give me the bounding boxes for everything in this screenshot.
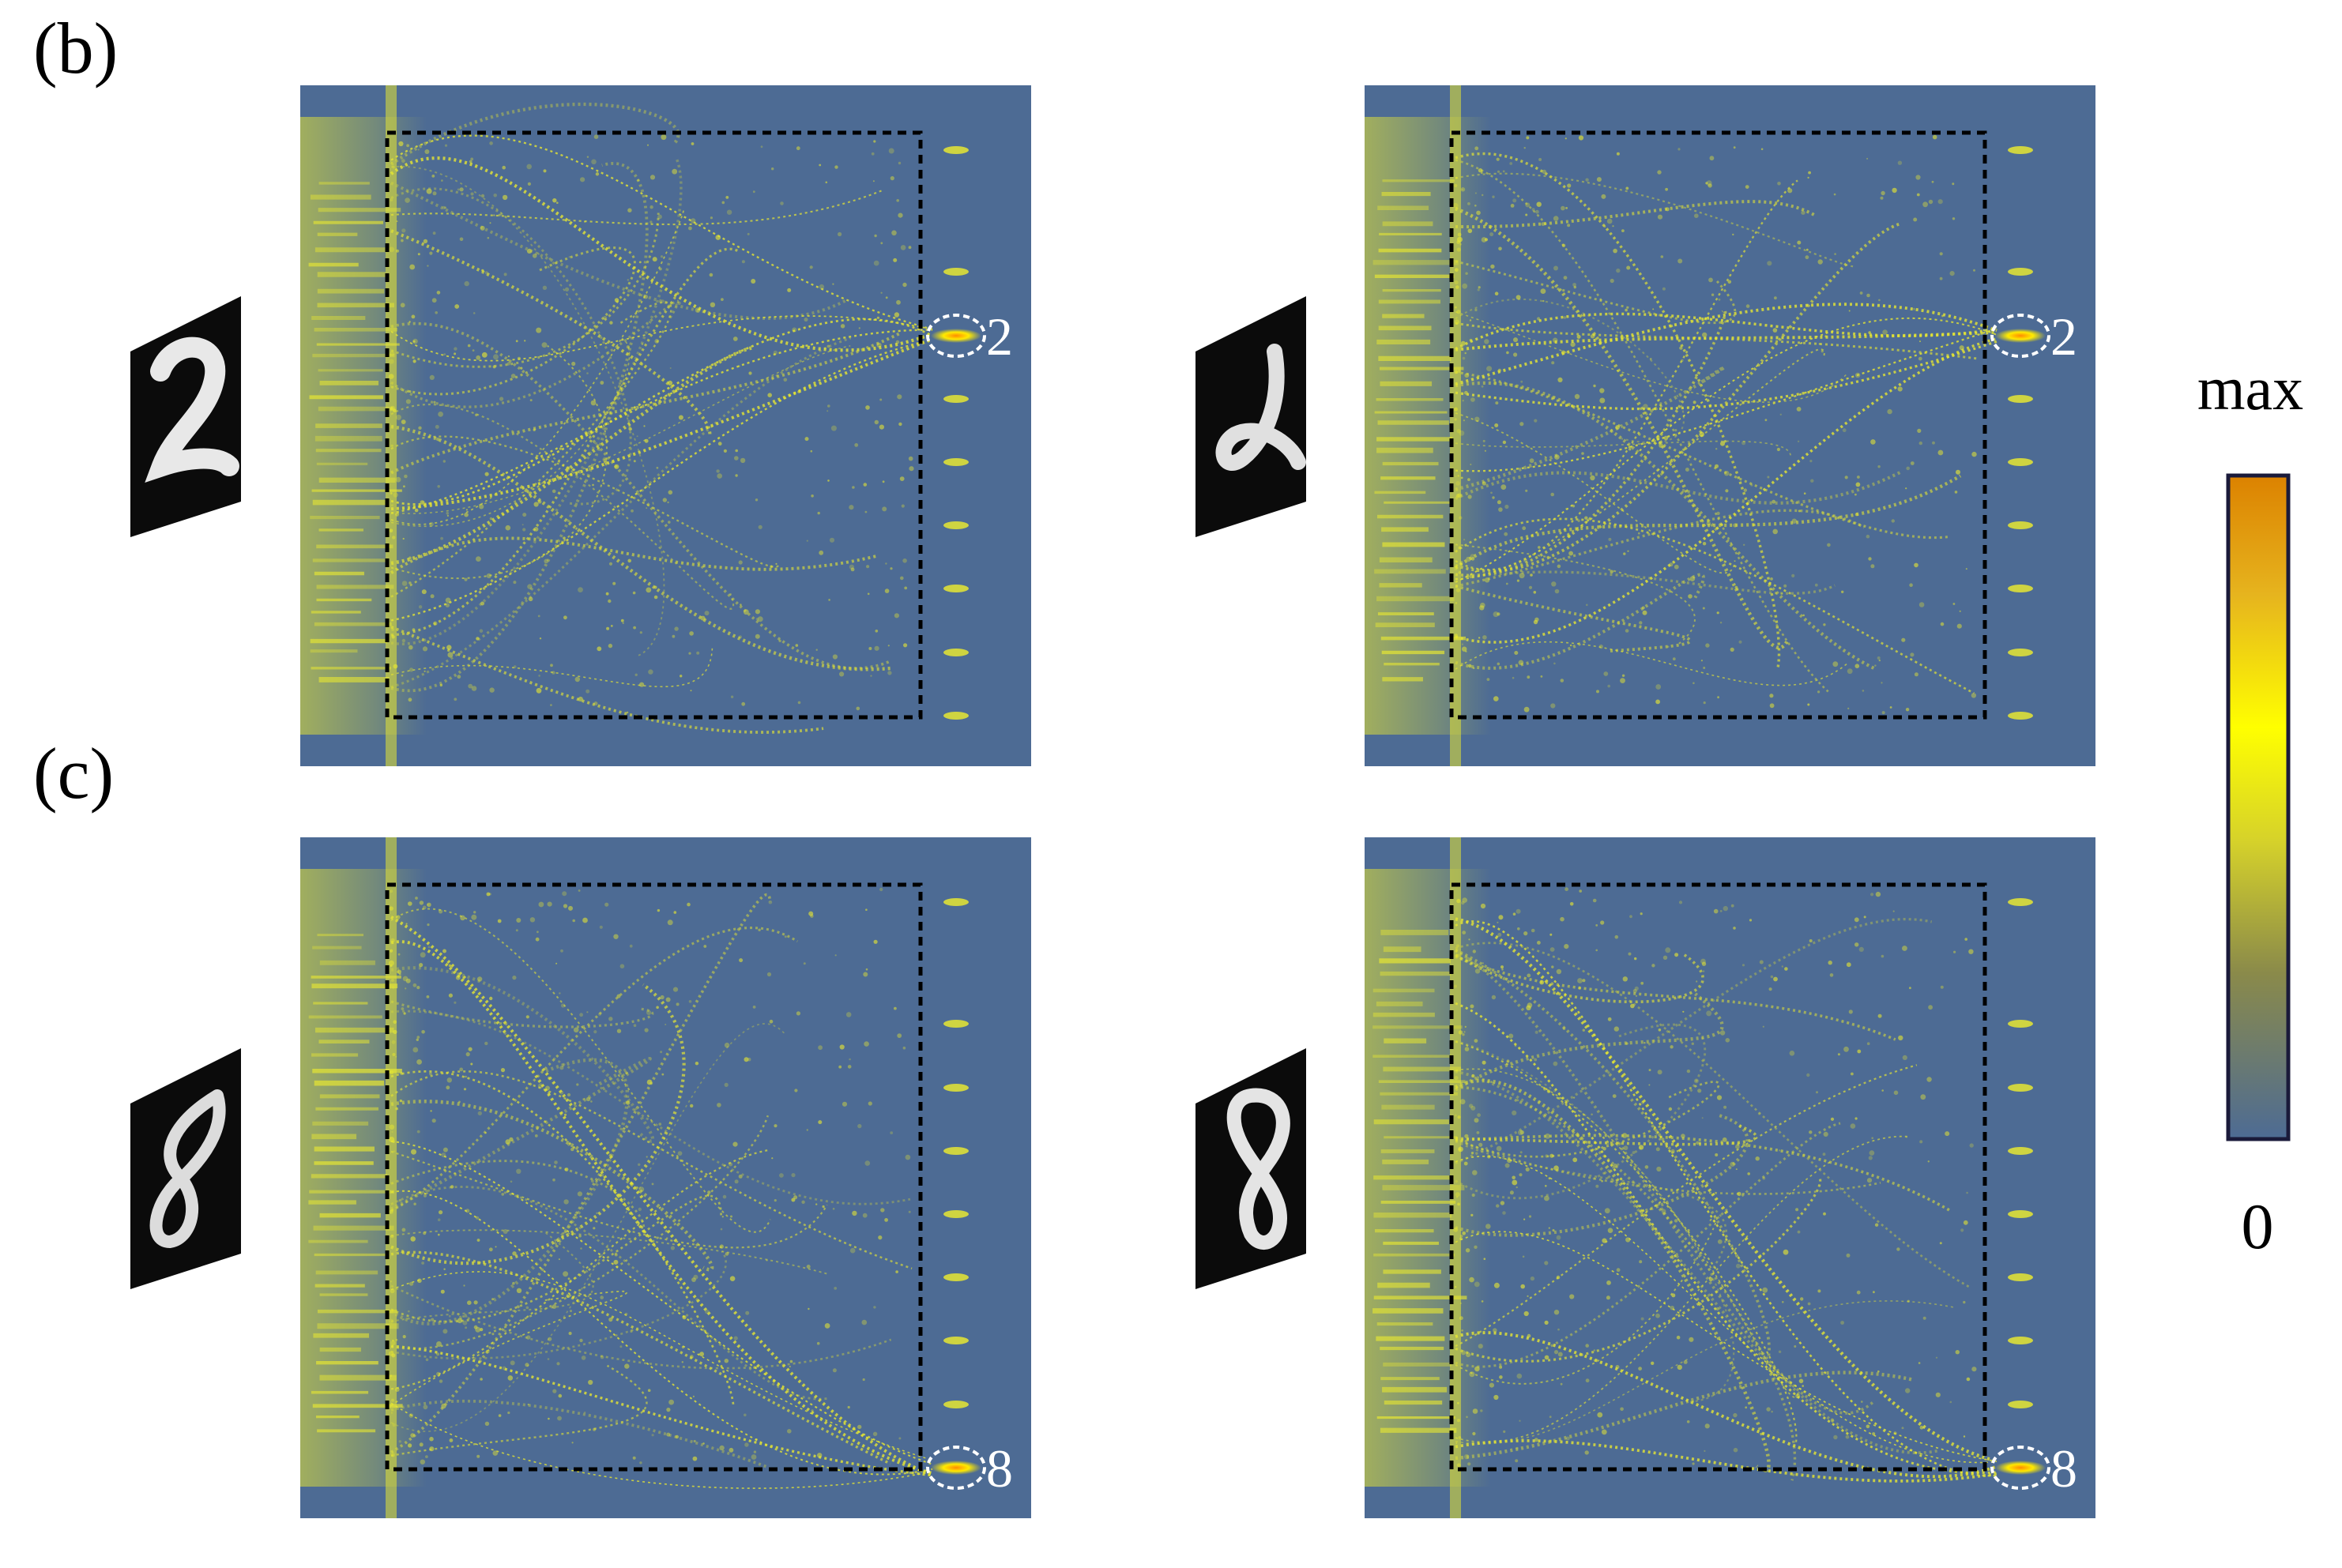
panel-b-label: (b): [33, 8, 118, 88]
detector-spot: [2008, 395, 2033, 403]
detector-spot: [943, 649, 969, 656]
target-digit-label: 8: [2050, 1438, 2077, 1498]
field-panel-b-right: 2: [1365, 85, 2095, 766]
design-region-box: [1449, 882, 1987, 1472]
target-digit-label: 2: [2050, 306, 2077, 367]
detector-spot: [943, 395, 969, 403]
detector-spot: [2008, 521, 2033, 529]
target-digit-label: 8: [986, 1438, 1013, 1498]
colorbar-max-label: max: [2197, 354, 2303, 423]
detector-spot: [2008, 712, 2033, 720]
propagation-beams: [390, 893, 933, 1489]
input-digit-image-b-right: [1195, 296, 1306, 537]
field-panel-c-right: 8: [1365, 837, 2095, 1518]
target-detector-marker: [1990, 314, 2050, 358]
detector-spot: [2008, 1147, 2033, 1155]
detector-ports: [931, 146, 981, 720]
detector-spot: [2008, 649, 2033, 656]
detector-spot: [2008, 1337, 2033, 1344]
input-digit-image-c-left: [130, 1048, 241, 1289]
speckle: [388, 134, 914, 714]
detector-spot: [943, 1401, 969, 1408]
detector-spot: [943, 1147, 969, 1155]
field-panel-b-left: 2: [300, 85, 1031, 766]
detector-spot: [943, 268, 969, 276]
detector-spot: [943, 712, 969, 720]
detector-spot: [2008, 1084, 2033, 1092]
design-region-box: [385, 882, 923, 1472]
input-streaks: [308, 182, 402, 682]
target-detector-marker: [1990, 1446, 2050, 1490]
detector-spot: [943, 1273, 969, 1281]
target-detector-marker: [926, 314, 986, 358]
propagation-beams: [1454, 152, 1997, 694]
input-digit-image-b-left: [130, 296, 241, 537]
input-streaks: [1372, 179, 1467, 682]
panel-c-label: (c): [33, 733, 114, 814]
detector-spot: [2008, 458, 2033, 466]
detector-spot: [943, 1210, 969, 1218]
detector-spot: [2008, 1273, 2033, 1281]
detector-ports: [1995, 898, 2046, 1475]
detector-spot: [2008, 1210, 2033, 1218]
target-digit-label: 2: [986, 306, 1013, 367]
detector-spot: [931, 1461, 981, 1475]
detector-spot: [1995, 1461, 2046, 1475]
detector-spot: [2008, 1020, 2033, 1028]
detector-spot: [2008, 1401, 2033, 1408]
field-panel-c-left: 8: [300, 837, 1031, 1518]
detector-spot: [2008, 146, 2033, 154]
speckle: [1453, 887, 1977, 1468]
detector-spot: [1995, 329, 2046, 343]
design-region-box: [1449, 130, 1987, 720]
speckle: [388, 887, 911, 1465]
design-region-box: [385, 130, 923, 720]
detector-spot: [943, 1337, 969, 1344]
detector-spot: [943, 521, 969, 529]
detector-spot: [931, 329, 981, 343]
colorbar-min-label: 0: [2242, 1190, 2274, 1262]
input-digit-image-c-right: [1195, 1048, 1306, 1289]
detector-spot: [2008, 898, 2033, 906]
target-detector-marker: [926, 1446, 986, 1490]
input-streaks: [1372, 930, 1467, 1433]
detector-ports: [1995, 146, 2046, 720]
source-glow: [1365, 117, 1491, 735]
detector-spot: [943, 585, 969, 592]
colorbar: [2226, 473, 2291, 1141]
detector-spot: [943, 146, 969, 154]
detector-spot: [943, 1020, 969, 1028]
detector-spot: [943, 898, 969, 906]
detector-spot: [2008, 585, 2033, 592]
detector-spot: [943, 1084, 969, 1092]
speckle: [1452, 134, 1977, 715]
detector-spot: [2008, 268, 2033, 276]
detector-ports: [931, 898, 981, 1475]
propagation-beams: [1454, 917, 1997, 1483]
detector-spot: [943, 458, 969, 466]
